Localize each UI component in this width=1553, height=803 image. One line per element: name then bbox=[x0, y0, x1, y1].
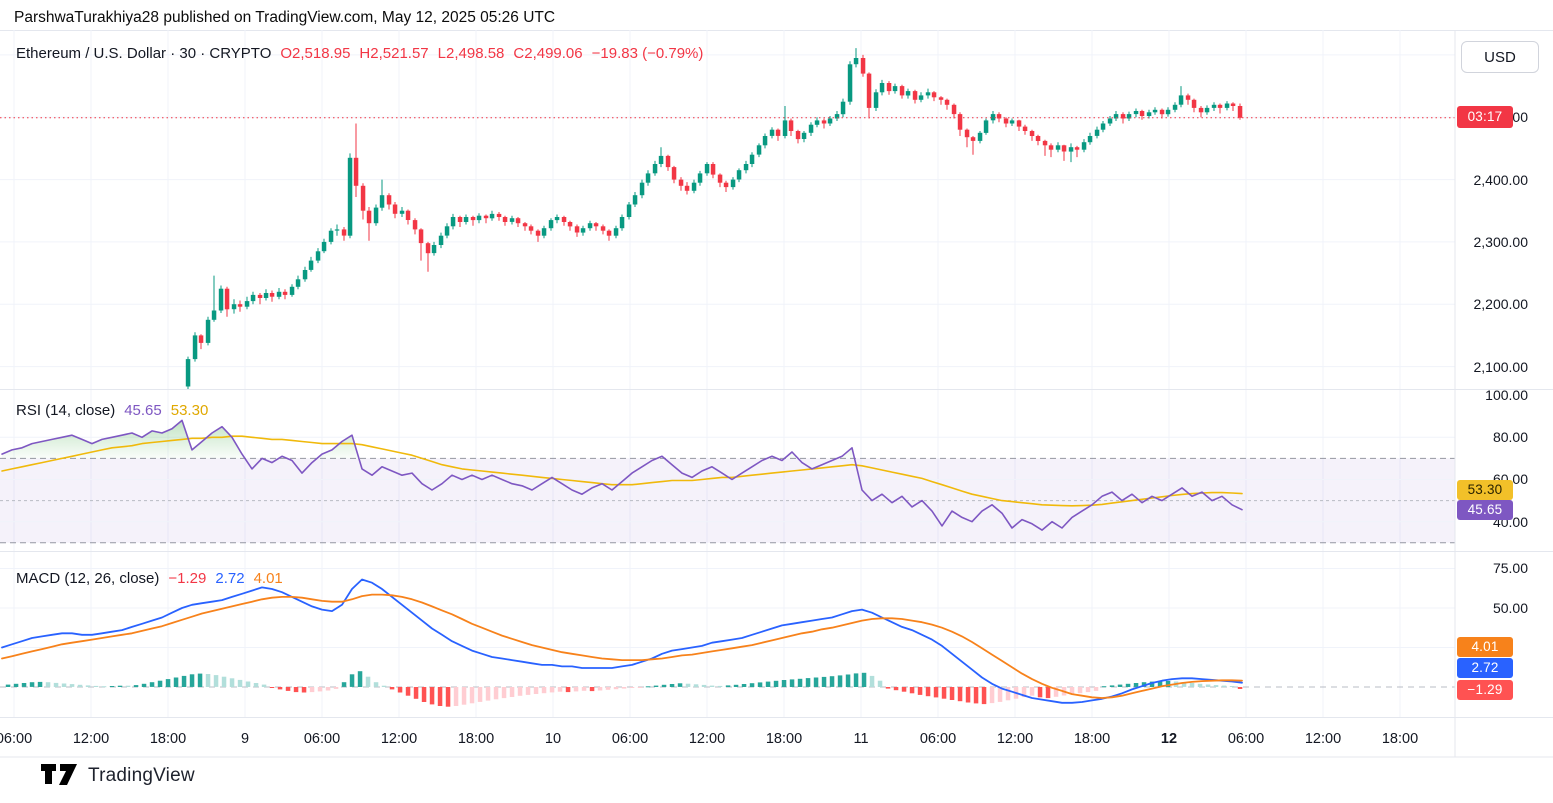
tradingview-brand-link[interactable]: TradingView bbox=[40, 762, 195, 789]
brand-text: TradingView bbox=[88, 764, 195, 786]
time-axis-label: 12:00 bbox=[380, 731, 418, 747]
rsi-value: 45.65 bbox=[124, 402, 162, 419]
macd-hist-value: −1.29 bbox=[168, 570, 207, 587]
rsi-value-badge: 45.65 bbox=[1457, 500, 1513, 520]
time-axis-label: 11 bbox=[853, 731, 869, 747]
macd-signal-badge: 4.01 bbox=[1457, 637, 1513, 657]
rsi-legend: RSI (14, close) 45.65 53.30 bbox=[16, 402, 208, 419]
rsi-title: RSI (14, close) bbox=[16, 402, 116, 419]
symbol-title: Ethereum / U.S. Dollar · 30 · CRYPTO bbox=[16, 45, 272, 62]
ohlc-low: L2,498.58 bbox=[437, 45, 505, 62]
tradingview-logo-icon bbox=[41, 764, 77, 785]
time-axis-label: 18:00 bbox=[149, 731, 187, 747]
time-axis-label: 06:00 bbox=[0, 731, 33, 747]
chart-top-border bbox=[0, 30, 1553, 31]
time-axis-label: 18:00 bbox=[1381, 731, 1419, 747]
rsi-ma-badge: 53.30 bbox=[1457, 480, 1513, 500]
time-axis-label: 06:00 bbox=[1227, 731, 1265, 747]
price-axis-label: 2,100.00 bbox=[1473, 359, 1529, 375]
price-legend: Ethereum / U.S. Dollar · 30 · CRYPTO O2,… bbox=[16, 45, 703, 62]
macd-title: MACD (12, 26, close) bbox=[16, 570, 160, 587]
time-axis-label: 18:00 bbox=[765, 731, 803, 747]
currency-toggle-button[interactable]: USD bbox=[1461, 41, 1539, 73]
time-axis-label: 06:00 bbox=[611, 731, 649, 747]
macd-hist-badge: −1.29 bbox=[1457, 680, 1513, 700]
macd-line-value: 2.72 bbox=[215, 570, 245, 587]
time-axis-label: 12:00 bbox=[1304, 731, 1342, 747]
ohlc-close: C2,499.06 bbox=[513, 45, 583, 62]
time-axis-label: 18:00 bbox=[457, 731, 495, 747]
macd-axis-label: 50.00 bbox=[1492, 600, 1528, 616]
time-axis-label: 9 bbox=[240, 731, 250, 747]
ohlc-high: H2,521.57 bbox=[359, 45, 429, 62]
rsi-axis-label: 100.00 bbox=[1485, 387, 1528, 403]
macd-line-badge: 2.72 bbox=[1457, 658, 1513, 678]
rsi-axis-label: 80.00 bbox=[1492, 429, 1528, 445]
ohlc-change: −19.83 (−0.79%) bbox=[591, 45, 704, 62]
price-axis-label: 2,400.00 bbox=[1473, 172, 1529, 188]
rsi-ma-value: 53.30 bbox=[170, 402, 209, 419]
time-axis-label: 10 bbox=[544, 731, 562, 747]
countdown-badge: 03:17 bbox=[1457, 106, 1513, 128]
time-axis-label: 06:00 bbox=[303, 731, 341, 747]
macd-legend: MACD (12, 26, close) −1.29 2.72 4.01 bbox=[16, 570, 283, 587]
price-axis-label: 2,300.00 bbox=[1473, 234, 1529, 250]
attribution-text: ParshwaTurakhiya28 published on TradingV… bbox=[14, 9, 556, 26]
time-axis-label: 18:00 bbox=[1073, 731, 1111, 747]
time-axis-label: 06:00 bbox=[919, 731, 957, 747]
time-axis-label: 12:00 bbox=[72, 731, 110, 747]
time-axis-label: 12:00 bbox=[688, 731, 726, 747]
time-axis-label: 12:00 bbox=[996, 731, 1034, 747]
time-axis-label: 12 bbox=[1160, 731, 1178, 747]
price-axis-label: 2,200.00 bbox=[1473, 296, 1529, 312]
ohlc-open: O2,518.95 bbox=[280, 45, 351, 62]
macd-signal-value: 4.01 bbox=[253, 570, 283, 587]
macd-axis-label: 75.00 bbox=[1492, 560, 1528, 576]
